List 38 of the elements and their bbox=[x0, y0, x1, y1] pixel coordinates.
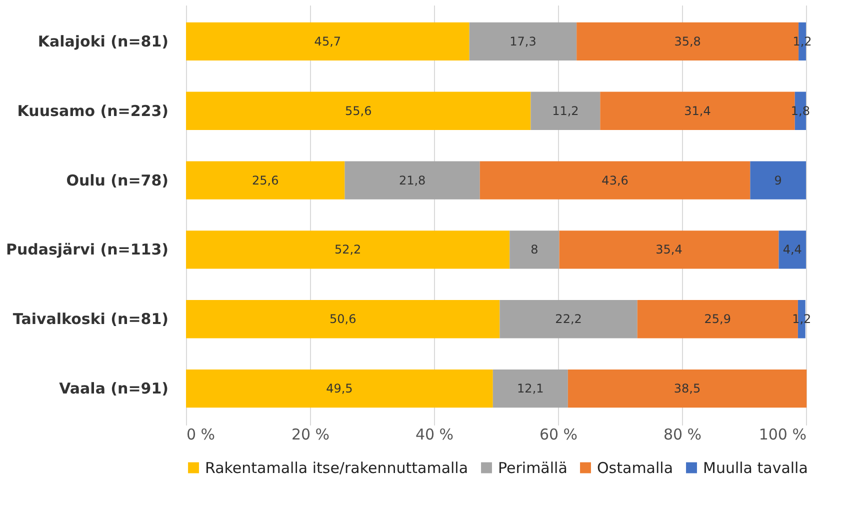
legend-label: Ostamalla bbox=[597, 458, 674, 477]
legend-label: Rakentamalla itse/rakennuttamalla bbox=[205, 458, 468, 477]
legend-label: Muulla tavalla bbox=[703, 458, 808, 477]
data-label: 43,6 bbox=[602, 173, 628, 188]
x-tick-label: 80 % bbox=[663, 426, 702, 444]
y-tick-label: Kuusamo (n=223) bbox=[17, 102, 168, 120]
data-label: 11,2 bbox=[552, 104, 579, 118]
data-label: 49,5 bbox=[326, 382, 353, 396]
x-tick-label: 60 % bbox=[539, 426, 578, 444]
data-label: 25,9 bbox=[704, 312, 732, 326]
x-tick-label: 20 % bbox=[291, 426, 330, 444]
data-label: 4,4 bbox=[782, 242, 802, 257]
y-tick-label: Kalajoki (n=81) bbox=[38, 32, 168, 50]
y-tick-label: Taivalkoski (n=81) bbox=[12, 310, 168, 328]
x-tick-label: 0 % bbox=[186, 426, 216, 444]
data-label: 17,3 bbox=[510, 34, 536, 48]
data-label: 12,1 bbox=[517, 382, 544, 396]
data-label: 35,4 bbox=[656, 242, 682, 257]
data-label: 45,7 bbox=[314, 34, 342, 48]
data-label: 50,6 bbox=[330, 312, 356, 326]
data-label: 38,5 bbox=[674, 382, 701, 396]
data-label: 31,4 bbox=[684, 104, 711, 118]
data-label: 1,2 bbox=[792, 34, 812, 48]
data-label: 55,6 bbox=[345, 104, 372, 118]
data-label: 8 bbox=[530, 242, 538, 257]
data-label: 52,2 bbox=[334, 242, 362, 257]
y-tick-label: Vaala (n=91) bbox=[59, 380, 168, 398]
data-label: 25,6 bbox=[252, 173, 279, 188]
x-tick-label: 40 % bbox=[415, 426, 454, 444]
data-label: 21,8 bbox=[398, 173, 426, 188]
data-label: 1,2 bbox=[792, 312, 812, 326]
y-tick-label: Oulu (n=78) bbox=[66, 171, 168, 190]
y-tick-label: Pudasjärvi (n=113) bbox=[6, 240, 168, 259]
data-label: 35,8 bbox=[674, 34, 701, 48]
data-label: 22,2 bbox=[555, 312, 582, 326]
legend-label: Perimällä bbox=[498, 458, 568, 477]
data-label: 9 bbox=[774, 173, 782, 188]
x-tick-label: 100 % bbox=[758, 426, 806, 444]
